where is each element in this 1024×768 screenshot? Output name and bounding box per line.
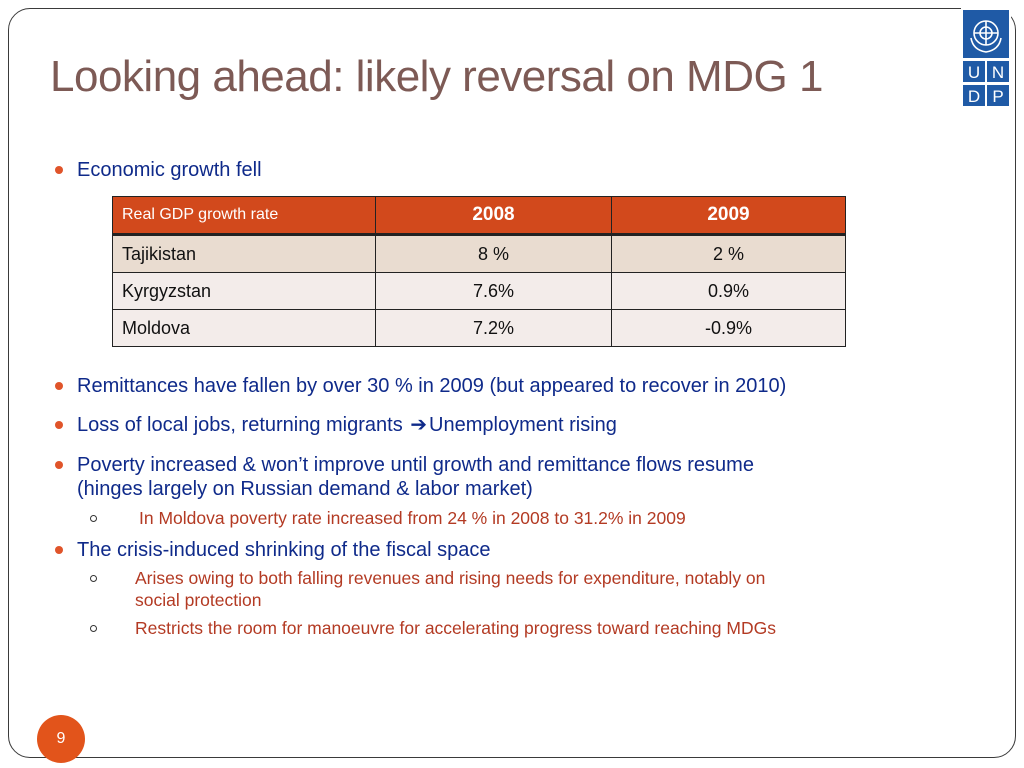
bullet-text: The crisis-induced shrinking of the fisc… [77,539,491,561]
circle-bullet-icon [90,515,97,522]
bullet-remittances: Remittances have fallen by over 30 % in … [55,374,786,398]
sub-bullet-text-line: Arises owing to both falling revenues an… [135,568,766,588]
sub-bullet-restricts: Restricts the room for manoeuvre for acc… [90,617,776,639]
sub-bullet-arises: Arises owing to both falling revenues an… [90,567,765,611]
page-number-badge: 9 [37,715,85,763]
slide-frame [8,8,1016,758]
bullet-text: Unemployment rising [429,414,617,436]
logo-letter-u: U [968,63,980,82]
table-row: Kyrgyzstan 7.6% 0.9% [112,272,846,310]
table-row: Moldova 7.2% -0.9% [112,309,846,347]
sub-bullet-text: Restricts the room for manoeuvre for acc… [135,618,776,638]
bullet-text: Economic growth fell [77,159,262,181]
table-cell-country: Moldova [112,309,376,347]
bullet-text-line: (hinges largely on Russian demand & labo… [77,478,533,500]
table-cell-country: Tajikistan [112,234,376,273]
gdp-growth-table: Real GDP growth rate 2008 2009 Tajikista… [112,196,846,347]
bullet-dot-icon [55,382,63,390]
table-header-cell: 2009 [611,196,846,236]
bullet-poverty: Poverty increased & won’t improve until … [55,453,754,501]
bullet-fiscal-space: The crisis-induced shrinking of the fisc… [55,538,491,562]
sub-bullet-text: In Moldova poverty rate increased from 2… [139,508,686,528]
bullet-economic-growth: Economic growth fell [55,158,262,182]
circle-bullet-icon [90,575,97,582]
un-emblem-icon [970,20,1002,53]
bullet-dot-icon [55,166,63,174]
bullet-text: Loss of local jobs, returning migrants [77,414,409,436]
table-cell: 7.6% [375,272,612,310]
table-cell-country: Kyrgyzstan [112,272,376,310]
bullet-dot-icon [55,461,63,469]
table-cell: 8 % [375,234,612,273]
circle-bullet-icon [90,625,97,632]
logo-letter-d: D [968,87,980,106]
bullet-local-jobs: Loss of local jobs, returning migrants ➔… [55,413,617,437]
sub-bullet-text-line: social protection [135,590,262,610]
undp-logo: U N D P [961,8,1011,108]
bullet-dot-icon [55,546,63,554]
slide-title: Looking ahead: likely reversal on MDG 1 [50,52,823,101]
table-header-cell: Real GDP growth rate [112,196,376,236]
logo-letter-n: N [992,63,1004,82]
table-header-cell: 2008 [375,196,612,236]
arrow-right-icon: ➔ [410,414,428,436]
table-cell: 2 % [611,234,846,273]
logo-letter-p: P [992,87,1003,106]
bullet-text-line: Poverty increased & won’t improve until … [77,454,754,476]
table-cell: 7.2% [375,309,612,347]
sub-bullet-moldova-poverty: In Moldova poverty rate increased from 2… [90,507,686,529]
table-cell: 0.9% [611,272,846,310]
table-header-row: Real GDP growth rate 2008 2009 [112,196,846,236]
bullet-text: Remittances have fallen by over 30 % in … [77,375,787,397]
table-cell: -0.9% [611,309,846,347]
bullet-dot-icon [55,421,63,429]
table-row: Tajikistan 8 % 2 % [112,234,846,273]
